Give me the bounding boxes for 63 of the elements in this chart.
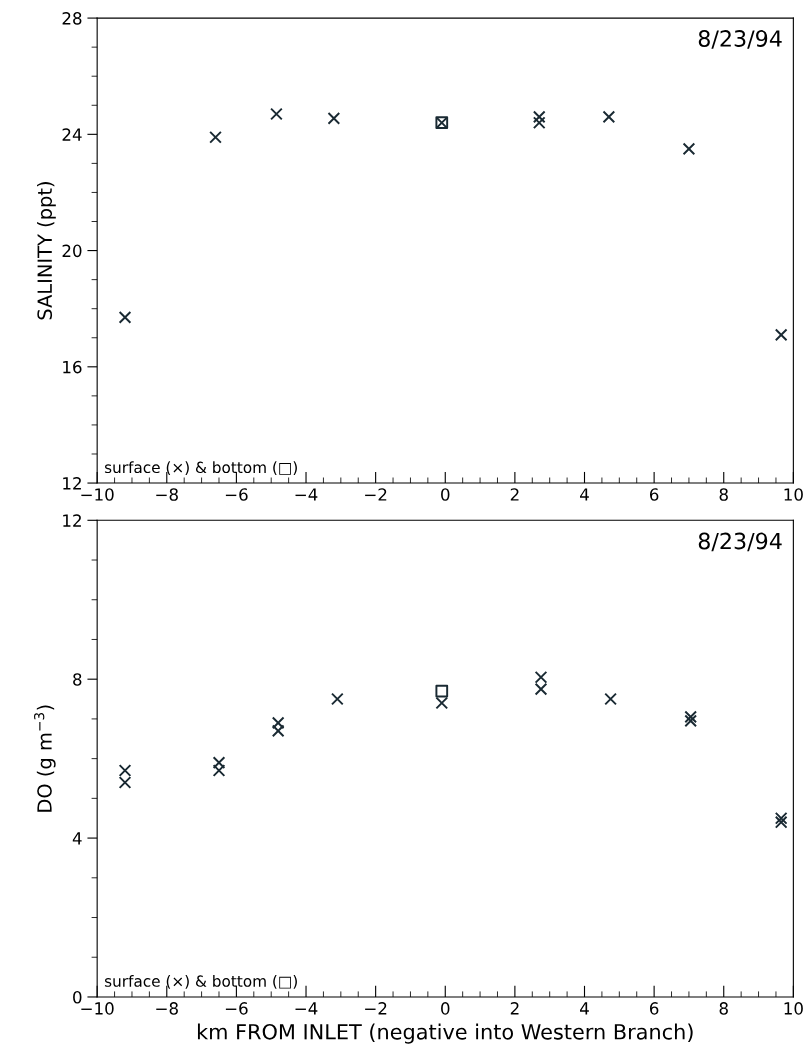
x-tick-label: 2 xyxy=(510,1002,519,1015)
y-tick-label: 4 xyxy=(72,832,82,845)
x-tick-label: 8 xyxy=(719,1002,728,1015)
x-tick-label: −6 xyxy=(225,1002,248,1015)
y-tick-label: 16 xyxy=(63,360,82,374)
y-tick-label: 24 xyxy=(62,128,82,141)
y-axis-title: SALINITY (ppt) xyxy=(37,182,56,320)
y-tick-label: 28 xyxy=(62,12,82,25)
point xyxy=(604,692,617,706)
point xyxy=(774,811,788,825)
x-tick-label: −10 xyxy=(81,488,114,501)
x-tick-label: −4 xyxy=(295,488,318,501)
point xyxy=(774,815,788,829)
x-tick-label: −8 xyxy=(156,488,178,501)
point xyxy=(118,776,132,789)
point xyxy=(331,692,344,706)
x-tick-label: −6 xyxy=(225,488,248,501)
point xyxy=(118,311,132,324)
annotation: surface (×) & bottom (□) xyxy=(104,461,297,475)
point xyxy=(118,764,132,777)
point xyxy=(212,756,226,769)
point xyxy=(435,696,449,710)
x-tick-label: 4 xyxy=(580,488,589,501)
x-tick-label: −8 xyxy=(156,1002,178,1015)
x-tick-label: 0 xyxy=(441,488,450,501)
point xyxy=(271,724,285,738)
y-tick-label: 0 xyxy=(73,990,82,1004)
x-tick-label: −2 xyxy=(365,1002,387,1015)
point xyxy=(534,682,548,696)
x-tick-label: −2 xyxy=(365,488,387,501)
y-tick-label: 20 xyxy=(62,244,82,258)
annotation: surface (×) & bottom (□) xyxy=(104,975,297,989)
y-axis-title: DO (g m$^{−3}$) xyxy=(34,705,56,812)
point xyxy=(684,714,698,728)
point xyxy=(209,130,222,144)
point xyxy=(774,328,788,342)
point xyxy=(684,710,698,724)
y-tick-label: 12 xyxy=(63,477,81,490)
point xyxy=(435,684,449,698)
annotation: 8/23/94 xyxy=(698,30,782,49)
annotation: 8/23/94 xyxy=(698,532,782,552)
point xyxy=(212,764,226,777)
point xyxy=(534,670,548,684)
point xyxy=(532,116,546,130)
x-tick-label: 4 xyxy=(580,1002,589,1015)
point xyxy=(271,716,285,730)
x-tick-label: 6 xyxy=(649,488,659,501)
x-tick-label: 2 xyxy=(510,488,519,501)
x-tick-label: 8 xyxy=(719,488,728,501)
y-tick-label: 12 xyxy=(63,514,81,527)
x-axis-title: km FROM INLET (negative into Western Branch) xyxy=(197,1023,693,1044)
point xyxy=(327,112,341,125)
x-tick-label: −10 xyxy=(81,1002,114,1015)
y-tick-label: 8 xyxy=(73,673,82,686)
x-tick-label: 0 xyxy=(441,1002,450,1015)
point xyxy=(682,142,696,156)
point xyxy=(532,110,546,124)
x-tick-label: 6 xyxy=(649,1002,659,1015)
point xyxy=(270,107,283,121)
point xyxy=(602,110,616,124)
x-tick-label: −4 xyxy=(295,1002,318,1015)
x-tick-label: 10 xyxy=(784,488,803,501)
x-tick-label: 10 xyxy=(784,1002,803,1015)
